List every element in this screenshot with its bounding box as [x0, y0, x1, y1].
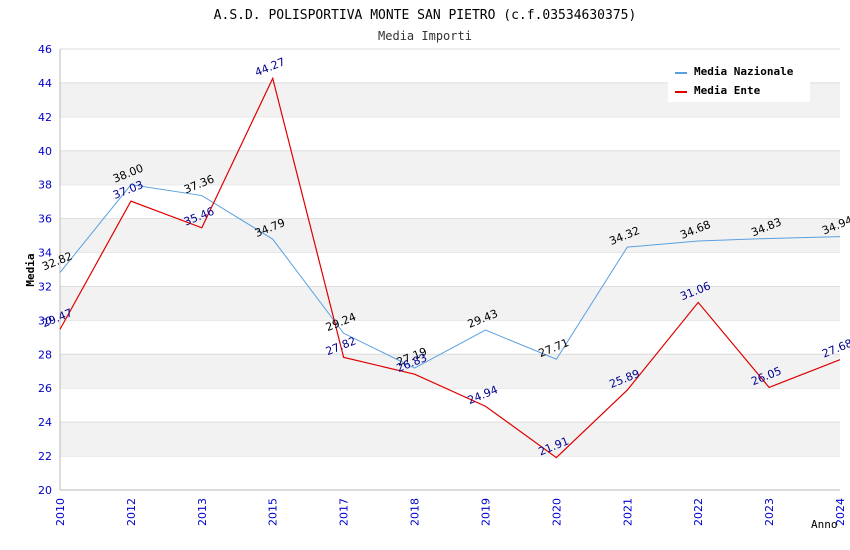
y-tick-label: 34 [38, 247, 52, 260]
x-tick-label: 2019 [479, 498, 492, 526]
y-tick-label: 44 [38, 77, 52, 90]
y-tick-label: 20 [38, 484, 52, 497]
y-tick-label: 42 [38, 111, 52, 124]
x-tick-label: 2010 [54, 498, 67, 526]
axes [59, 49, 840, 491]
grid-band [60, 150, 840, 185]
y-tick-label: 46 [38, 43, 52, 56]
legend-label-media-ente: Media Ente [694, 84, 761, 97]
grid-band [60, 422, 840, 457]
x-tick-label: 2015 [267, 498, 280, 526]
data-label: 29.47 [40, 306, 74, 330]
y-tick-label: 30 [38, 314, 52, 327]
grid-band [60, 354, 840, 389]
x-tick-label: 2021 [621, 498, 634, 526]
grid-band [60, 286, 840, 321]
x-tick-labels: 2010 2012 2013 2015 2017 2018 2019 2020 2021 2022… [54, 498, 847, 526]
x-axis-label: Anno [811, 518, 838, 531]
data-label: 44.27 [253, 55, 287, 79]
legend-label-media-nazionale: Media Nazionale [694, 65, 794, 78]
x-tick-label: 2018 [409, 498, 422, 526]
x-tick-label: 2022 [692, 498, 705, 526]
x-tick-label: 2023 [763, 498, 776, 526]
series-line-media-nazionale [59, 184, 841, 369]
grid-bands [60, 48, 840, 457]
y-tick-labels: 20 22 24 26 28 30 32 34 36 38 40 42 44 46 [38, 43, 52, 497]
x-tick-label: 2013 [196, 498, 209, 526]
x-tick-label: 2012 [125, 498, 138, 526]
y-tick-label: 40 [38, 145, 52, 158]
x-tick-label: 2020 [550, 498, 563, 526]
y-tick-label: 32 [38, 280, 52, 293]
x-tick-label: 2017 [338, 498, 351, 526]
x-tick-label: 2024 [834, 498, 847, 526]
grid-band [60, 218, 840, 253]
series-line-media-ente [59, 76, 841, 459]
series-lines [59, 76, 841, 459]
legend: Media Nazionale Media Ente [668, 58, 810, 102]
y-tick-label: 24 [38, 416, 52, 429]
y-axis-label: Media [24, 253, 37, 286]
legend-box [668, 58, 810, 102]
y-tick-label: 28 [38, 348, 52, 361]
chart-title: A.S.D. POLISPORTIVA MONTE SAN PIETRO (c.… [214, 8, 637, 23]
chart-subtitle: Media Importi [378, 29, 472, 43]
y-tick-label: 22 [38, 450, 52, 463]
y-tick-label: 36 [38, 213, 52, 226]
y-tick-label: 38 [38, 179, 52, 192]
y-tick-label: 26 [38, 382, 52, 395]
